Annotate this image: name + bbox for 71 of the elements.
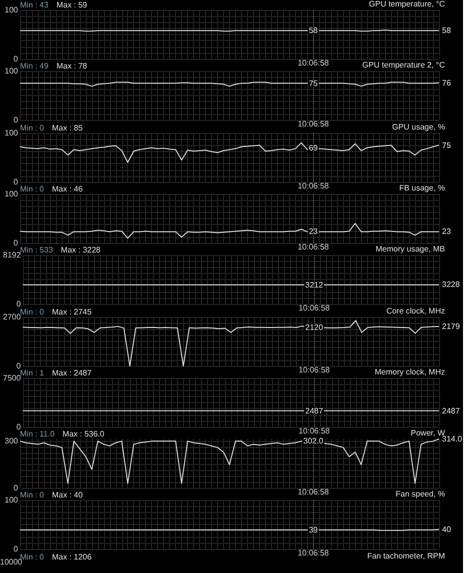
y-tick-label: 7500 bbox=[3, 373, 22, 382]
chart-title: Fan speed, % bbox=[396, 490, 446, 499]
y-tick-label: 0 bbox=[16, 422, 22, 432]
text: Max : 85 bbox=[52, 123, 84, 132]
data-label: 75 bbox=[308, 79, 318, 88]
data-label: 39 bbox=[308, 526, 318, 535]
data-label: 40 bbox=[442, 525, 452, 534]
data-label: 23 bbox=[442, 227, 452, 236]
text: Min : 0 bbox=[20, 552, 45, 562]
y-tick-label: 100 bbox=[4, 189, 19, 198]
x-tick-label: 10:06:58 bbox=[298, 242, 330, 252]
chart-title: Core clock, MHz bbox=[386, 306, 446, 315]
data-label: 58 bbox=[308, 26, 318, 36]
y-tick-label: 0 bbox=[14, 544, 19, 554]
chart-title: Memory clock, MHz bbox=[374, 367, 446, 376]
data-label: 314.0 bbox=[442, 434, 463, 444]
text: 10000 bbox=[0, 557, 23, 566]
text: Max : 46 bbox=[52, 184, 84, 194]
data-label: 23 bbox=[308, 227, 318, 236]
y-tick-label: 8192 bbox=[3, 250, 22, 260]
data-label: 2179 bbox=[442, 321, 460, 330]
text: Max : 59 bbox=[56, 0, 88, 10]
text: Fan tachometer, RPM bbox=[367, 551, 446, 560]
x-tick-label: 10:06:58 bbox=[298, 426, 330, 436]
x-tick-label: 10:06:58 bbox=[298, 365, 330, 374]
text: Min : 533 bbox=[20, 246, 54, 255]
y-tick-label: 100 bbox=[4, 496, 19, 505]
data-label: 69 bbox=[308, 143, 318, 152]
y-tick-label: 0 bbox=[16, 300, 22, 309]
text: Min : 49 bbox=[20, 62, 50, 71]
y-tick-label: 0 bbox=[14, 484, 19, 493]
text: Min : 0 bbox=[20, 307, 45, 316]
x-tick-label: 10:06:58 bbox=[298, 304, 330, 313]
y-tick-label: 100 bbox=[4, 66, 19, 76]
text: Max : 40 bbox=[52, 490, 84, 500]
text: Min : 0 bbox=[20, 184, 45, 194]
text: Min : 0 bbox=[20, 490, 45, 500]
y-tick-label: 300 bbox=[4, 436, 19, 446]
y-tick-label: 2700 bbox=[3, 312, 22, 321]
y-tick-label: 100 bbox=[4, 128, 19, 138]
chart-title: GPU usage, % bbox=[392, 122, 446, 132]
chart-title: Memory usage, MB bbox=[376, 244, 446, 254]
text: Min : 1 bbox=[20, 368, 45, 378]
y-tick-label: 0 bbox=[16, 361, 22, 370]
text: Min : 43 bbox=[20, 0, 50, 10]
text: Max : 536.0 bbox=[62, 430, 105, 439]
data-label: 2487 bbox=[442, 406, 460, 416]
x-tick-label: 10:06:58 bbox=[298, 488, 330, 497]
text: Max : 2487 bbox=[52, 368, 92, 378]
y-tick-label: 100 bbox=[4, 6, 19, 14]
y-tick-label: 0 bbox=[14, 116, 19, 125]
chart-title: GPU temperature, °C bbox=[368, 0, 446, 8]
text: Max : 78 bbox=[56, 62, 88, 71]
y-tick-label: 0 bbox=[14, 177, 19, 186]
chart-title: GPU temperature 2, °C bbox=[362, 60, 446, 70]
y-tick-label: 0 bbox=[14, 238, 19, 248]
text: Max : 3228 bbox=[60, 246, 102, 255]
text: Min : 0 bbox=[20, 123, 45, 132]
data-label: 3228 bbox=[442, 280, 460, 290]
chart-title: FB usage, % bbox=[399, 183, 446, 192]
x-tick-label: 10:06:58 bbox=[298, 58, 330, 68]
y-tick-label: 0 bbox=[14, 54, 19, 64]
text: Max : 2745 bbox=[52, 307, 92, 316]
data-label: 76 bbox=[442, 78, 452, 88]
x-tick-label: 10:06:58 bbox=[298, 120, 330, 129]
x-tick-label: 10:06:58 bbox=[298, 548, 330, 558]
data-label: 58 bbox=[442, 26, 452, 36]
text: Max : 1206 bbox=[52, 552, 92, 562]
data-label: 75 bbox=[442, 140, 452, 150]
x-tick-label: 10:06:58 bbox=[298, 181, 330, 190]
text: Min : 11.0 bbox=[20, 430, 56, 439]
